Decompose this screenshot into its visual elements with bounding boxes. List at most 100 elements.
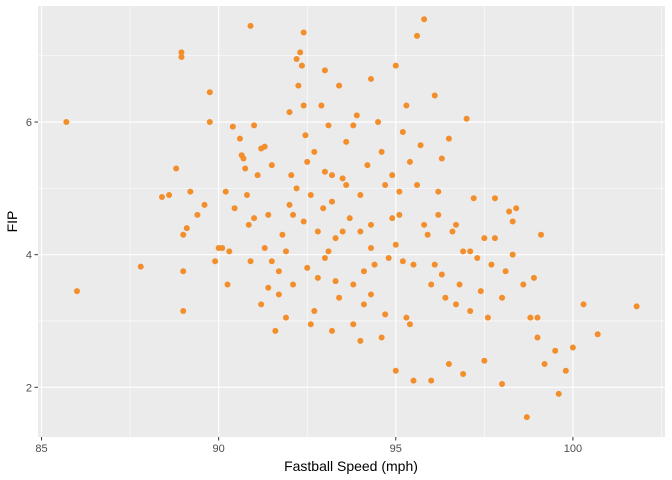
data-point [290, 281, 297, 288]
data-point [325, 122, 332, 129]
data-point [194, 211, 201, 218]
data-point [288, 172, 295, 179]
data-point [275, 268, 282, 275]
x-tick-label: 90 [213, 443, 225, 455]
data-point [311, 148, 318, 155]
data-point [350, 321, 357, 328]
data-point [300, 29, 307, 36]
data-point [488, 261, 495, 268]
data-point [339, 228, 346, 235]
data-point [242, 165, 249, 172]
data-point [445, 135, 452, 142]
data-point [236, 135, 243, 142]
data-point [332, 235, 339, 242]
y-axis: 2 4 6 [26, 117, 38, 394]
data-point [633, 303, 640, 310]
data-point [206, 119, 213, 126]
data-point [329, 198, 336, 205]
data-point [431, 261, 438, 268]
data-point [245, 221, 252, 228]
plot-panel [38, 6, 665, 437]
data-point [403, 102, 410, 109]
data-point [187, 188, 194, 195]
data-point [180, 308, 187, 315]
data-point [421, 221, 428, 228]
data-point [509, 251, 516, 258]
data-point [247, 22, 254, 29]
data-point [371, 261, 378, 268]
data-point [63, 119, 70, 126]
data-point [357, 228, 364, 235]
data-point [491, 235, 498, 242]
data-point [275, 291, 282, 298]
data-point [298, 62, 305, 69]
data-point [282, 248, 289, 255]
data-point [364, 162, 371, 169]
data-point [406, 158, 413, 165]
data-point [321, 67, 328, 74]
data-point [523, 414, 530, 421]
y-axis-title: FIP [4, 211, 20, 233]
y-tick-label: 4 [26, 250, 32, 262]
data-point [297, 49, 304, 56]
data-point [219, 245, 226, 252]
x-axis-title: Fastball Speed (mph) [284, 458, 418, 474]
data-point [428, 281, 435, 288]
data-point [346, 215, 353, 222]
data-point [463, 115, 470, 122]
data-point [206, 89, 213, 96]
data-point [580, 301, 587, 308]
data-point [332, 278, 339, 285]
data-point [329, 172, 336, 179]
data-point [538, 231, 545, 238]
data-point [399, 258, 406, 265]
major-gridlines [38, 6, 665, 437]
data-point [509, 218, 516, 225]
data-point [265, 284, 272, 291]
data-point [229, 123, 236, 130]
data-point [467, 248, 474, 255]
data-point [293, 185, 300, 192]
data-point [481, 357, 488, 364]
data-point [224, 281, 231, 288]
data-point [410, 377, 417, 384]
data-point [594, 331, 601, 338]
data-point [435, 211, 442, 218]
data-point [173, 165, 180, 172]
data-point [339, 175, 346, 182]
data-point [231, 205, 238, 212]
data-point [304, 264, 311, 271]
data-point [244, 191, 250, 198]
data-point [375, 119, 382, 126]
data-point [265, 211, 272, 218]
data-point [396, 188, 403, 195]
data-point [385, 254, 392, 261]
data-point [449, 228, 456, 235]
data-point [304, 158, 311, 165]
data-point [382, 311, 389, 318]
data-point [360, 301, 367, 308]
data-point [307, 191, 314, 198]
data-point [481, 235, 488, 242]
data-point [499, 380, 506, 387]
data-point [247, 258, 254, 265]
data-point [268, 162, 275, 169]
data-point [367, 245, 374, 252]
data-point [137, 263, 144, 270]
data-point [453, 301, 459, 308]
data-point [569, 344, 576, 351]
data-point [314, 228, 321, 235]
data-point [293, 56, 300, 63]
data-point [286, 201, 293, 208]
data-point [268, 258, 275, 265]
data-point [431, 92, 438, 99]
data-point [279, 231, 286, 238]
data-point [506, 208, 513, 215]
x-tick-label: 95 [390, 443, 402, 455]
data-point [534, 334, 541, 341]
x-tick-label: 85 [35, 443, 47, 455]
data-point [357, 337, 364, 344]
data-point [453, 221, 459, 228]
data-point [392, 62, 399, 69]
data-point [456, 281, 463, 288]
